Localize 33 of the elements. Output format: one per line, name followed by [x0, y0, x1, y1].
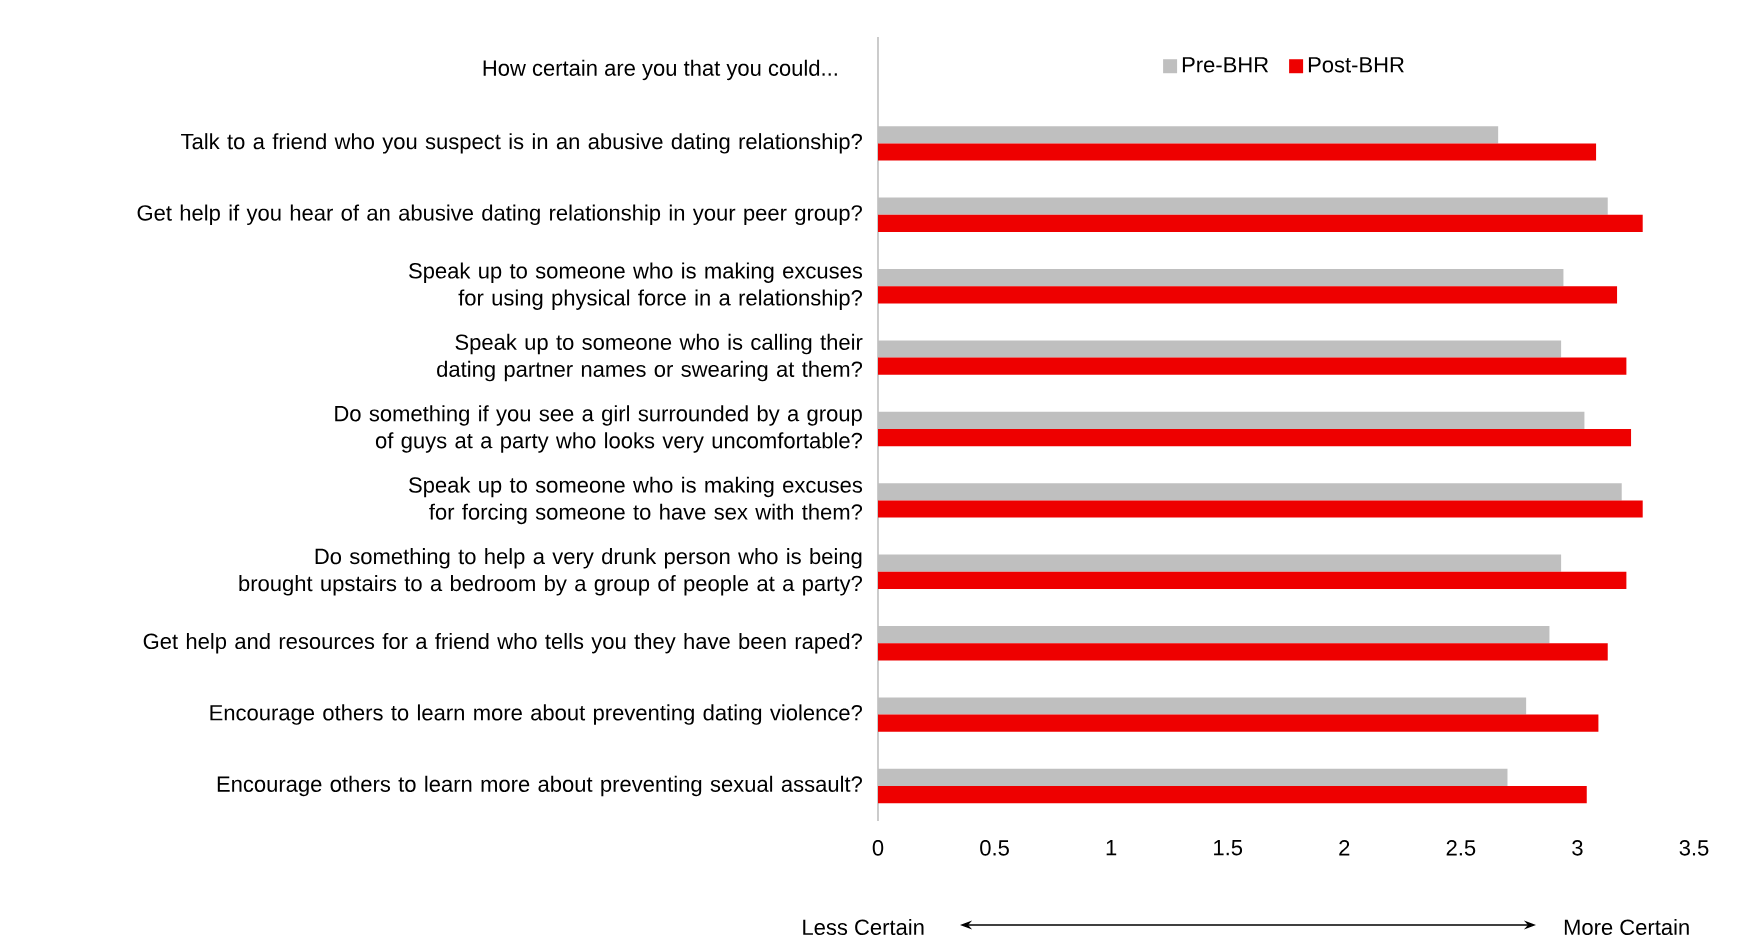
y-tick-label: Speak up to someone who is making excuses for forcing someone to have sex with them?	[409, 476, 863, 525]
bar	[878, 643, 1608, 661]
bar	[878, 214, 1643, 232]
y-tick-label: Speak up to someone who is calling their dating partner names or swearing at them?	[437, 333, 863, 382]
x-tick-label: 2.5	[1446, 840, 1476, 856]
text: More Certain	[1564, 918, 1689, 936]
x-tick-label: 1.5	[1214, 840, 1243, 856]
y-tick-label: Speak up to someone who is making excuses for using physical force in a relationship?	[409, 262, 863, 310]
bar	[878, 786, 1587, 804]
y-tick-label: Get help if you hear of an abusive dating relationship in your peer group?	[137, 204, 862, 226]
x-tick-label: 0	[872, 840, 884, 856]
bar	[878, 500, 1643, 518]
x-tick-label: 0.5	[980, 840, 1009, 856]
bar	[878, 143, 1597, 161]
y-tick-label: Encourage others to learn more about preventing dating violence?	[210, 704, 862, 725]
bar	[878, 357, 1627, 375]
bar	[878, 571, 1627, 589]
legend-label: Pre-BHR	[1182, 57, 1269, 73]
y-tick-label: Get help and resources for a friend who tells you they have been raped?	[143, 632, 862, 654]
bar	[878, 286, 1618, 304]
bar	[878, 429, 1632, 447]
x-tick-label: 2	[1339, 840, 1350, 856]
y-tick-label: Encourage others to learn more about preventing sexual assault?	[217, 775, 862, 797]
text: How certain are you that you could...	[483, 59, 837, 81]
legend-label: Post-BHR	[1308, 57, 1404, 73]
x-tick-label: 3	[1572, 840, 1583, 856]
x-tick-label: 3.5	[1679, 840, 1709, 856]
bar	[878, 714, 1599, 732]
y-tick-label: Do something if you see a girl surrounded by a group of guys at a party who looks very uncomfortable?	[335, 405, 863, 453]
x-tick-label: 1	[1106, 840, 1117, 856]
y-tick-label: Do something to help a very drunk person who is being brought upstairs to a bedroom by a group of people at a party?	[239, 548, 862, 596]
y-tick-label: Talk to a friend who you suspect is in an abusive dating relationship?	[181, 133, 862, 154]
text: Less Certain	[803, 918, 924, 936]
